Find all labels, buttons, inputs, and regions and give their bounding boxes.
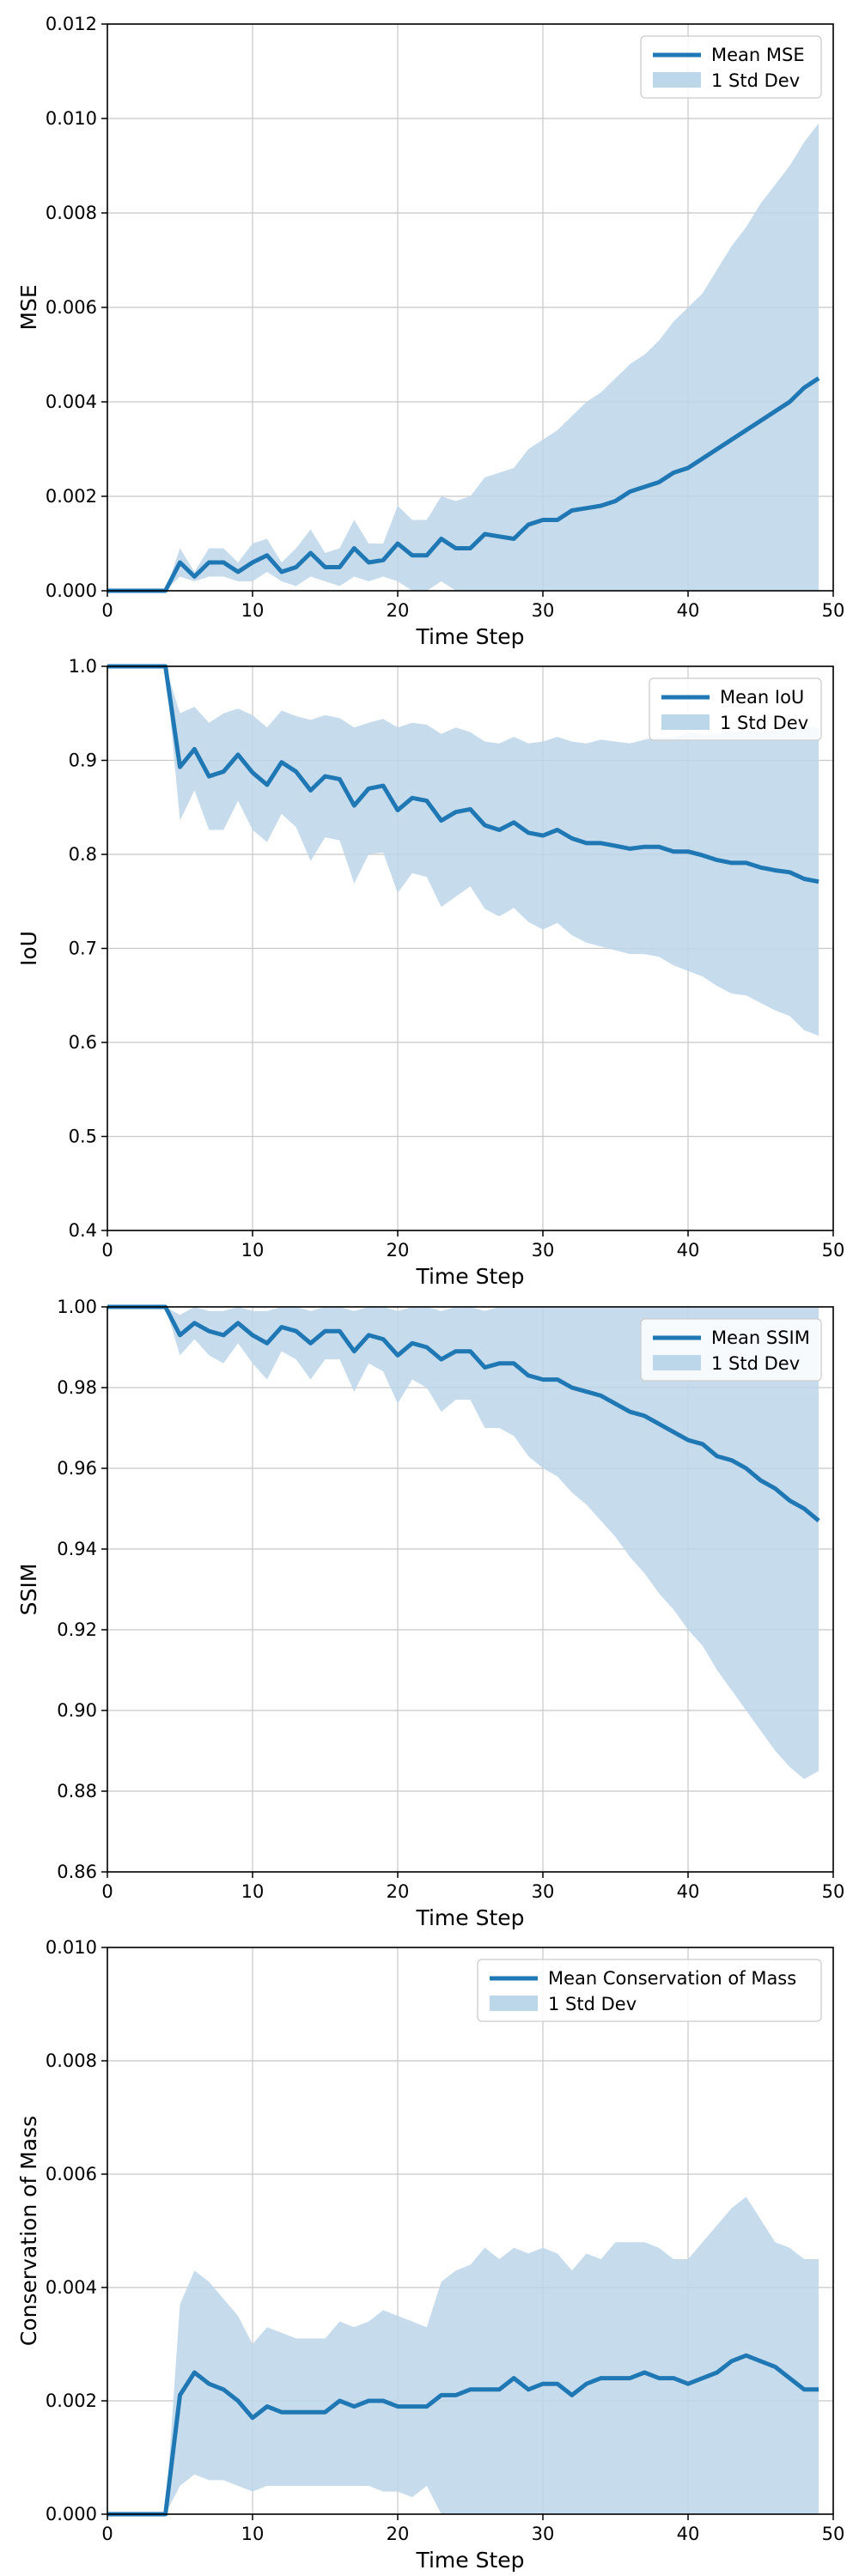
x-tick-label: 0	[101, 600, 113, 621]
legend-mean-label: Mean SSIM	[711, 1327, 810, 1348]
x-axis-label: Time Step	[415, 1264, 524, 1289]
x-tick-label: 30	[532, 1881, 555, 1902]
x-tick-label: 40	[677, 1240, 700, 1261]
chart-ssim: 0 10 20 30 40 50 0.86 0.88 0.90 0.92 0.94 0.96 0.98 1…	[16, 1297, 844, 1930]
y-tick-label: 0.4	[69, 1220, 97, 1241]
std-dev-band	[107, 1307, 819, 1779]
axes-frame	[107, 1947, 834, 2515]
x-axis-label: Time Step	[415, 624, 524, 649]
x-tick-label: 40	[677, 1881, 700, 1902]
legend-band-label: 1 Std Dev	[720, 713, 808, 733]
x-tick-label: 10	[241, 2524, 265, 2544]
y-tick-label: 0.002	[46, 486, 97, 507]
legend: Mean SSIM 1 Std Dev	[640, 1318, 822, 1382]
axes-frame	[107, 1306, 834, 1873]
y-axis-label: MSE	[16, 284, 41, 330]
y-tick-label: 0.94	[57, 1539, 97, 1559]
x-tick-label: 0	[101, 1881, 113, 1902]
x-tick-label: 0	[101, 2524, 113, 2544]
y-axis-label: IoU	[16, 931, 41, 966]
y-tick-label: 0.98	[57, 1377, 97, 1398]
y-tick-label: 0.004	[46, 2277, 97, 2298]
std-dev-band	[107, 2196, 819, 2514]
y-tick-label: 0.96	[57, 1458, 97, 1479]
y-tick-label: 0.000	[46, 2504, 97, 2524]
mean-line	[107, 664, 819, 884]
y-tick-label: 1.0	[69, 656, 97, 677]
x-tick-label: 50	[822, 2524, 845, 2544]
y-tick-label: 0.92	[57, 1619, 97, 1640]
x-tick-label: 30	[532, 2524, 555, 2544]
y-tick-label: 0.7	[69, 939, 97, 959]
x-tick-label: 30	[532, 1240, 555, 1261]
y-tick-label: 0.006	[46, 297, 97, 318]
std-dev-band	[107, 123, 819, 591]
y-tick-label: 0.8	[69, 844, 97, 865]
y-axis-label: SSIM	[16, 1564, 41, 1616]
legend-band-label: 1 Std Dev	[711, 1353, 800, 1374]
y-tick-label: 0.5	[69, 1127, 97, 1147]
x-tick-label: 10	[241, 600, 265, 621]
mean-line	[107, 2353, 819, 2517]
y-tick-label: 0.010	[46, 108, 97, 129]
x-tick-label: 30	[532, 600, 555, 621]
y-tick-label: 0.008	[46, 2050, 97, 2071]
y-tick-label: 1.00	[57, 1297, 97, 1317]
y-tick-label: 0.9	[69, 750, 97, 771]
x-tick-label: 20	[387, 2524, 410, 2544]
legend: Mean Conservation of Mass 1 Std Dev	[477, 1959, 822, 2022]
std-dev-band	[107, 666, 819, 1036]
mean-line	[107, 1304, 820, 1523]
legend: Mean MSE 1 Std Dev	[640, 35, 822, 99]
chart-mse: 0 10 20 30 40 50 0.000 0.002 0.004 0.006 0.008 0.01…	[16, 14, 844, 649]
y-tick-label: 0.004	[46, 392, 97, 412]
y-tick-label: 0.90	[57, 1700, 97, 1721]
y-tick-label: 0.012	[46, 14, 97, 34]
legend-band-label: 1 Std Dev	[548, 1994, 637, 2014]
y-tick-label: 0.88	[57, 1781, 97, 1801]
legend: Mean IoU 1 Std Dev	[649, 677, 822, 741]
legend-band-swatch	[490, 1996, 538, 2011]
x-tick-label: 20	[387, 1240, 410, 1261]
x-tick-label: 50	[822, 600, 845, 621]
x-tick-label: 0	[101, 1240, 113, 1261]
y-tick-label: 0.006	[46, 2164, 97, 2184]
x-tick-label: 10	[241, 1240, 265, 1261]
x-tick-label: 40	[677, 600, 700, 621]
legend-band-swatch	[661, 714, 710, 730]
chart-iou: 0 10 20 30 40 50 0.4 0.5 0.6 0.7 0.8 0.9 1.0 Time Ste…	[16, 656, 844, 1289]
x-tick-label: 50	[822, 1240, 845, 1261]
y-tick-label: 0.008	[46, 203, 97, 223]
y-tick-label: 0.002	[46, 2391, 97, 2411]
legend-band-label: 1 Std Dev	[711, 70, 800, 91]
chart-conservation-of-mass: 0 10 20 30 40 50 0.000 0.002 0.004 0.006 0.008 0.01…	[16, 1937, 844, 2573]
x-axis-label: Time Step	[415, 1905, 524, 1930]
y-tick-label: 0.86	[57, 1862, 97, 1882]
y-tick-label: 0.010	[46, 1937, 97, 1958]
x-axis-label: Time Step	[415, 2548, 524, 2573]
mean-line	[107, 376, 820, 593]
x-tick-label: 20	[387, 600, 410, 621]
x-tick-label: 40	[677, 2524, 700, 2544]
x-tick-label: 10	[241, 1881, 265, 1902]
y-tick-label: 0.6	[69, 1032, 97, 1053]
x-tick-label: 20	[387, 1881, 410, 1902]
legend-mean-label: Mean MSE	[711, 45, 805, 65]
legend-band-swatch	[653, 1355, 701, 1370]
y-axis-label: Conservation of Mass	[16, 2116, 41, 2346]
legend-box	[477, 1959, 822, 2022]
y-tick-label: 0.000	[46, 580, 97, 601]
legend-mean-label: Mean IoU	[720, 687, 804, 708]
legend-mean-label: Mean Conservation of Mass	[548, 1968, 796, 1989]
legend-band-swatch	[653, 72, 701, 88]
x-tick-label: 50	[822, 1881, 845, 1902]
